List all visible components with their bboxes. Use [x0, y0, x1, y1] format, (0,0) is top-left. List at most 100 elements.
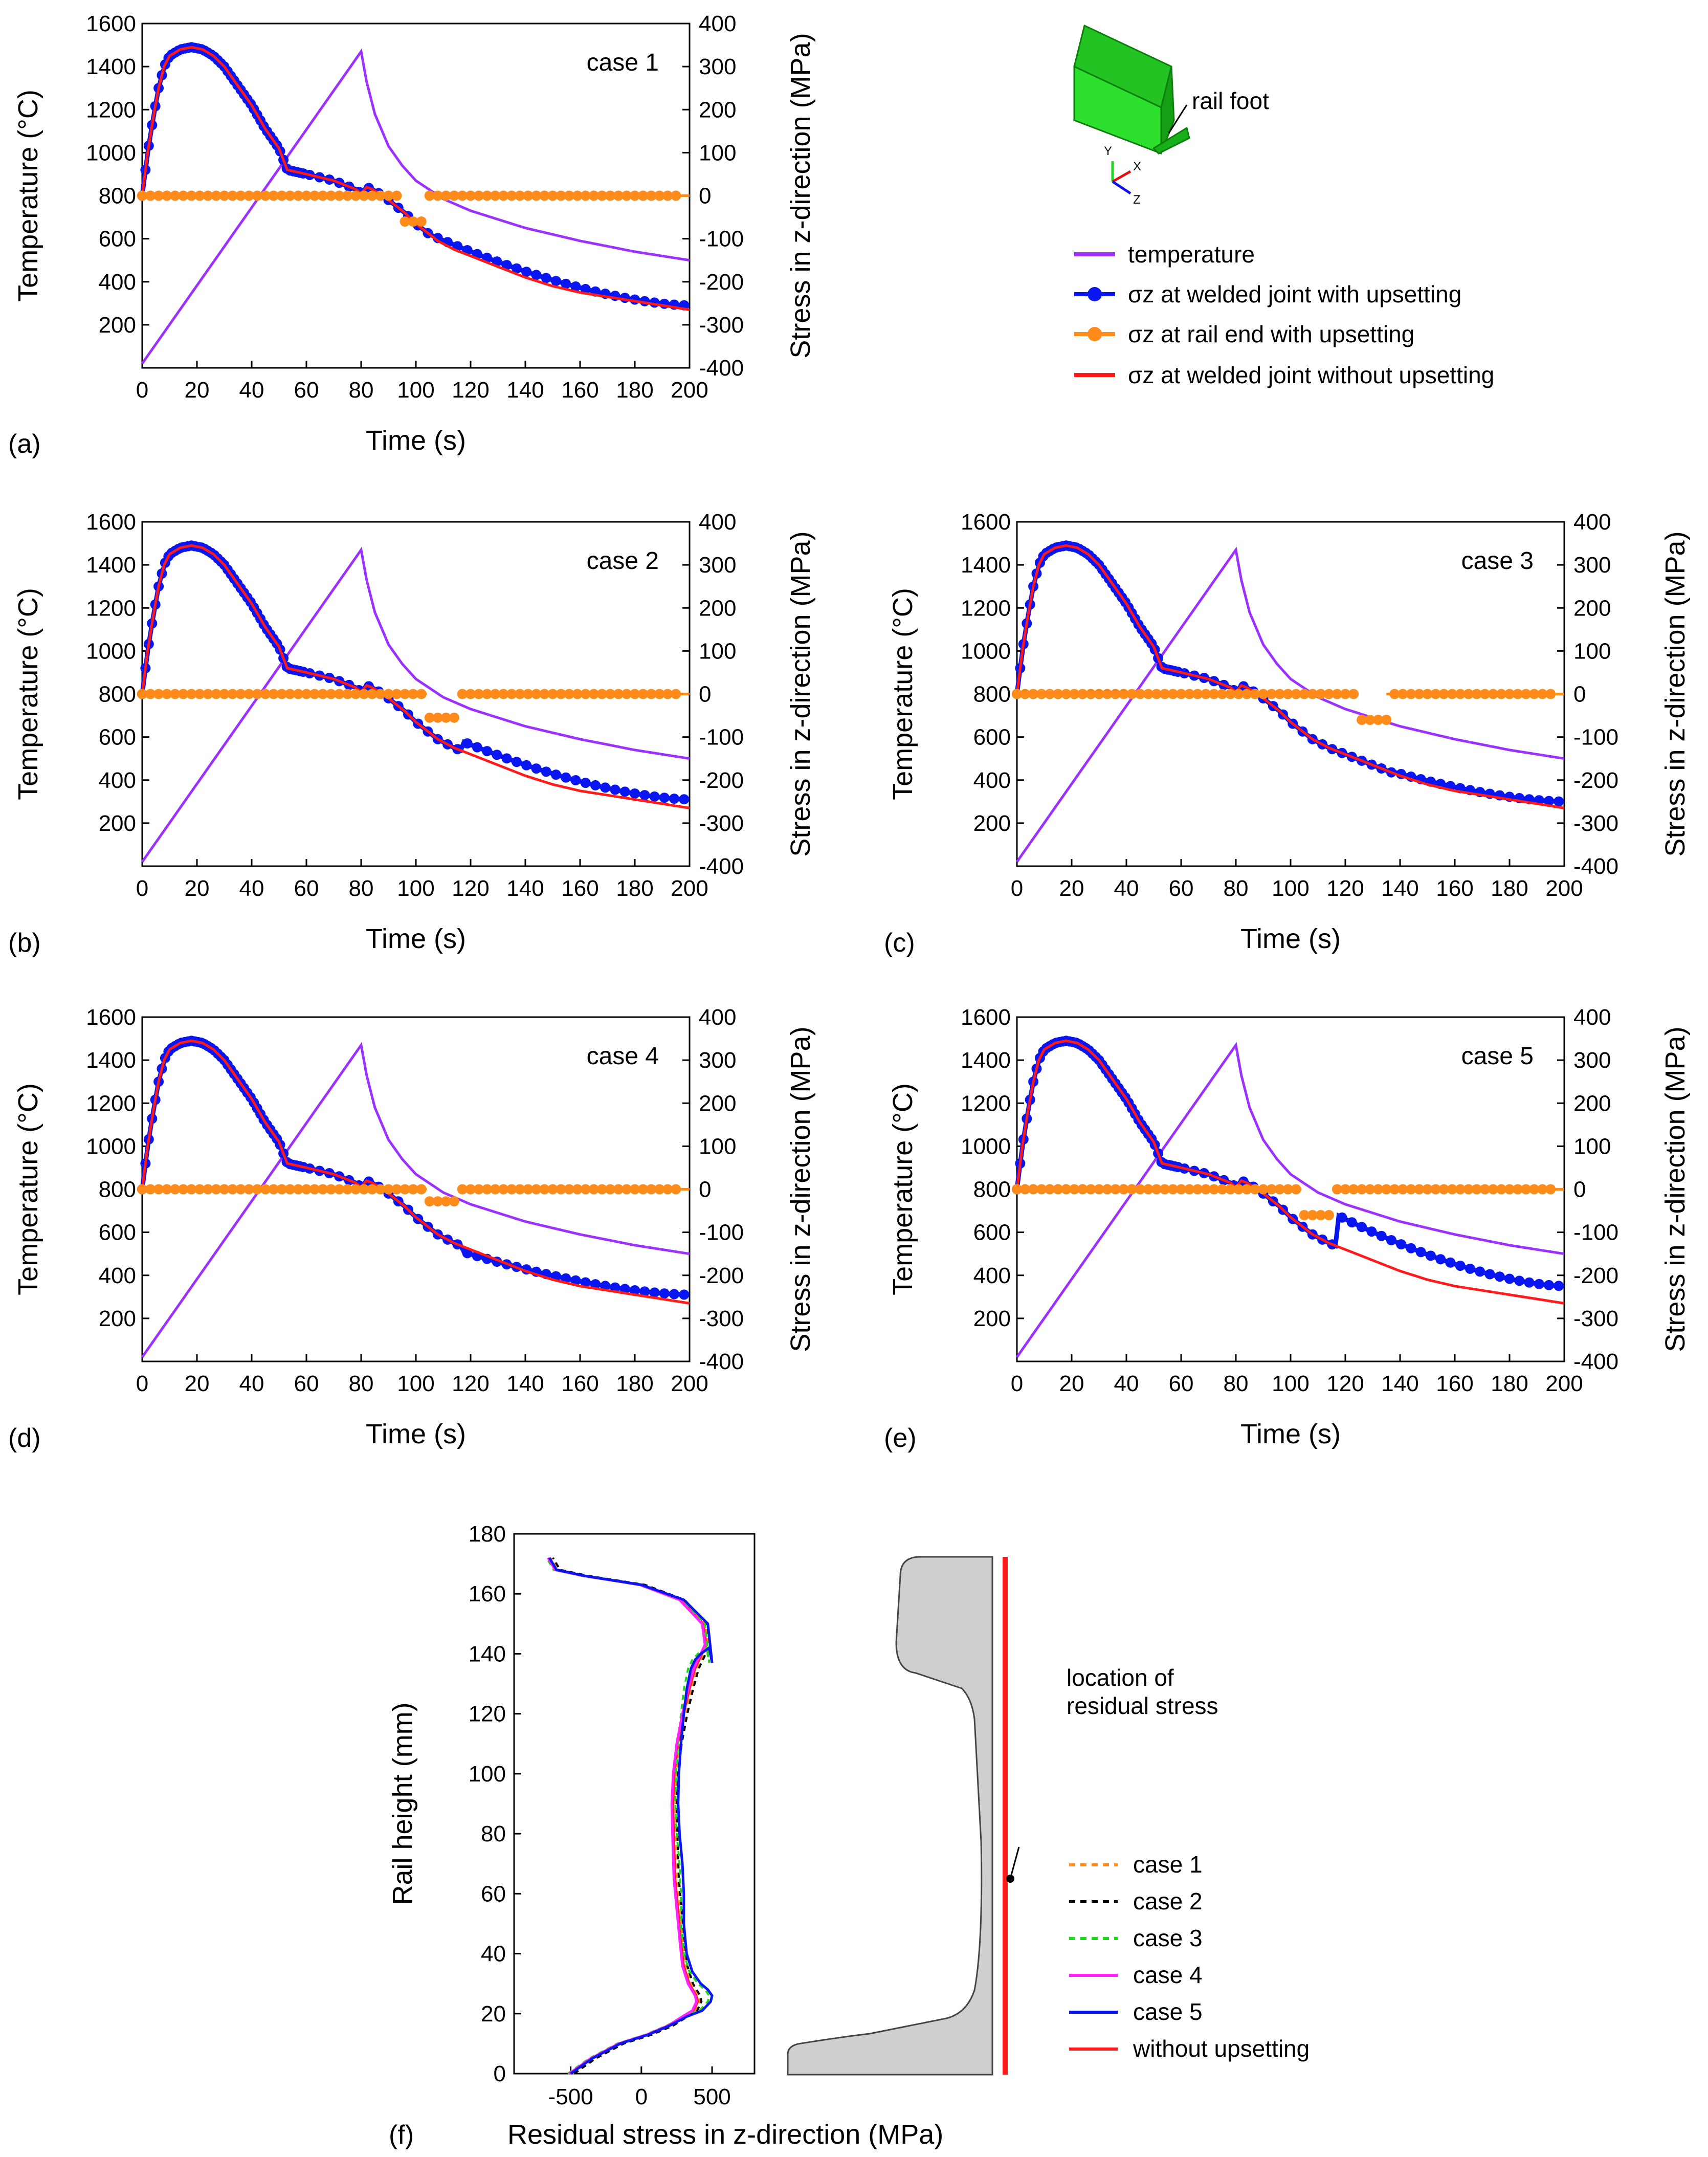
y-right-tick-label: -100: [699, 1220, 744, 1245]
x-tick-label: 180: [1491, 876, 1528, 901]
y-right-tick-label: -200: [699, 768, 744, 793]
welded-upset-marker: [550, 276, 561, 287]
y-left-tick-label: 1000: [86, 639, 136, 664]
welded-upset-marker: [619, 786, 630, 797]
x-tick-label: 120: [1326, 876, 1364, 901]
welded-upset-marker: [1484, 1269, 1495, 1280]
y-left-tick-label: 1200: [86, 596, 136, 621]
welded-upset-marker: [630, 1285, 640, 1295]
welded-upset-marker: [1386, 1235, 1396, 1245]
y-tick-label-f: 180: [469, 1522, 506, 1547]
y-right-tick-label: -200: [1573, 1263, 1618, 1288]
y-left-axis-label: Temperature (°C): [13, 1083, 43, 1295]
welded-upset-marker: [541, 766, 551, 777]
y-axis-label-f: Rail height (mm): [387, 1702, 418, 1905]
welded-upset-marker: [1534, 1279, 1544, 1289]
y-right-tick-label: 200: [699, 1091, 736, 1116]
x-tick-label: 140: [506, 876, 544, 901]
y-tick-label-f: 80: [481, 1821, 506, 1846]
x-tick-label: 120: [452, 1371, 489, 1396]
case-label: case 4: [587, 1043, 659, 1070]
y-right-tick-label: 0: [1573, 1177, 1586, 1202]
welded-upset-marker: [492, 750, 502, 760]
rail-end-marker: [1299, 1210, 1310, 1220]
plot-frame-f: [513, 1533, 756, 2075]
case1-curve: [550, 1557, 710, 2075]
case-label: case 5: [1461, 1043, 1534, 1070]
temperature-line: [141, 546, 690, 863]
panel-d: 0 20 40 60 80 100 120 140 160 180 200 200 400 600 800 1…: [8, 1005, 816, 1453]
y-left-tick-label: 1200: [961, 596, 1011, 621]
x-tick-label: 0: [1011, 876, 1023, 901]
x-tick-label: 40: [1114, 876, 1139, 901]
x-tick-label-f: -500: [548, 2084, 593, 2109]
legend-welded-upset-marker: [1088, 287, 1102, 301]
welded-upset-marker: [521, 760, 532, 771]
temperature-line: [141, 1042, 690, 1358]
welded-upset-marker: [501, 753, 512, 764]
welded-upset-marker: [669, 1289, 679, 1300]
x-tick-label: 0: [136, 876, 148, 901]
x-tick-label: 20: [1059, 876, 1084, 901]
welded-upset-marker: [1544, 1280, 1554, 1290]
y-left-tick-label: 800: [99, 184, 136, 209]
x-tick-label: 160: [1436, 876, 1473, 901]
y-right-tick-label: 0: [699, 682, 711, 707]
case5-curve: [548, 1557, 714, 2075]
x-tick-label: 140: [1381, 1371, 1418, 1396]
welded-upset-marker: [511, 757, 522, 767]
legend-f-label: without upsetting: [1133, 2035, 1310, 2062]
y-right-tick-label: 300: [699, 54, 736, 79]
y-right-axis-label: Stress in z-direction (MPa): [785, 1026, 816, 1352]
welded-upset-marker: [590, 780, 601, 790]
temperature-line: [1015, 546, 1565, 863]
axis-x-label: X: [1133, 160, 1141, 173]
y-left-tick-label: 1000: [961, 1134, 1011, 1159]
rail-end-marker: [1365, 715, 1376, 725]
y-left-tick-label: 1200: [86, 1091, 136, 1116]
x-tick-label: 160: [561, 1371, 598, 1396]
x-axis-label-f: Residual stress in z-direction (MPa): [507, 2119, 943, 2150]
y-right-tick-label: 200: [1573, 1091, 1611, 1116]
x-tick-label: 40: [1114, 1371, 1139, 1396]
x-tick-label: 200: [671, 1371, 708, 1396]
rail-end-marker: [440, 712, 451, 723]
y-left-tick-label: 1000: [961, 639, 1011, 664]
welded-upset-marker: [1544, 796, 1554, 806]
y-left-tick-label: 1400: [86, 54, 136, 79]
x-tick-label: 200: [1545, 876, 1583, 901]
y-right-tick-label: -200: [699, 270, 744, 295]
legend-f-label: case 2: [1133, 1888, 1203, 1914]
welded-upset-marker: [600, 782, 611, 793]
y-right-tick-label: 300: [699, 1048, 736, 1073]
welded-upset-marker: [561, 772, 571, 783]
legend-rail-end-label: σz at rail end with upsetting: [1128, 321, 1414, 347]
annotation-line1: location of: [1067, 1664, 1174, 1691]
x-tick-label: 180: [616, 1371, 653, 1396]
y-left-tick-label: 800: [99, 682, 136, 707]
welded-upset-marker: [1346, 1217, 1357, 1228]
welded-upset-line: [140, 543, 687, 802]
panel-label: (e): [884, 1423, 917, 1453]
panel-a: 0 20 40 60 80 100 120 140 160 180 200 200 400 600 800 1…: [8, 11, 816, 459]
y-left-tick-label: 200: [973, 1306, 1011, 1331]
rail-end-marker: [1315, 1210, 1326, 1220]
x-axis-label: Time (s): [366, 425, 466, 456]
y-left-tick-label: 600: [99, 1220, 136, 1245]
y-left-axis-label: Temperature (°C): [13, 588, 43, 800]
y-right-tick-label: -100: [1573, 1220, 1618, 1245]
x-tick-label: 100: [397, 1371, 434, 1396]
y-right-axis-label: Stress in z-direction (MPa): [1660, 1026, 1691, 1352]
welded-upset-marker: [1376, 1230, 1387, 1241]
y-tick-label-f: 0: [494, 2061, 506, 2086]
panel-label: (b): [8, 928, 41, 958]
y-right-tick-label: 400: [699, 11, 736, 36]
y-right-tick-label: -300: [1573, 811, 1618, 836]
y-right-tick-label: -300: [699, 313, 744, 338]
x-tick-label: 60: [1169, 1371, 1194, 1396]
welded-upset-marker: [1465, 1263, 1475, 1274]
welded-upset-marker: [580, 1277, 591, 1288]
rail-end-marker: [1381, 715, 1392, 725]
y-right-tick-label: -100: [1573, 725, 1618, 750]
